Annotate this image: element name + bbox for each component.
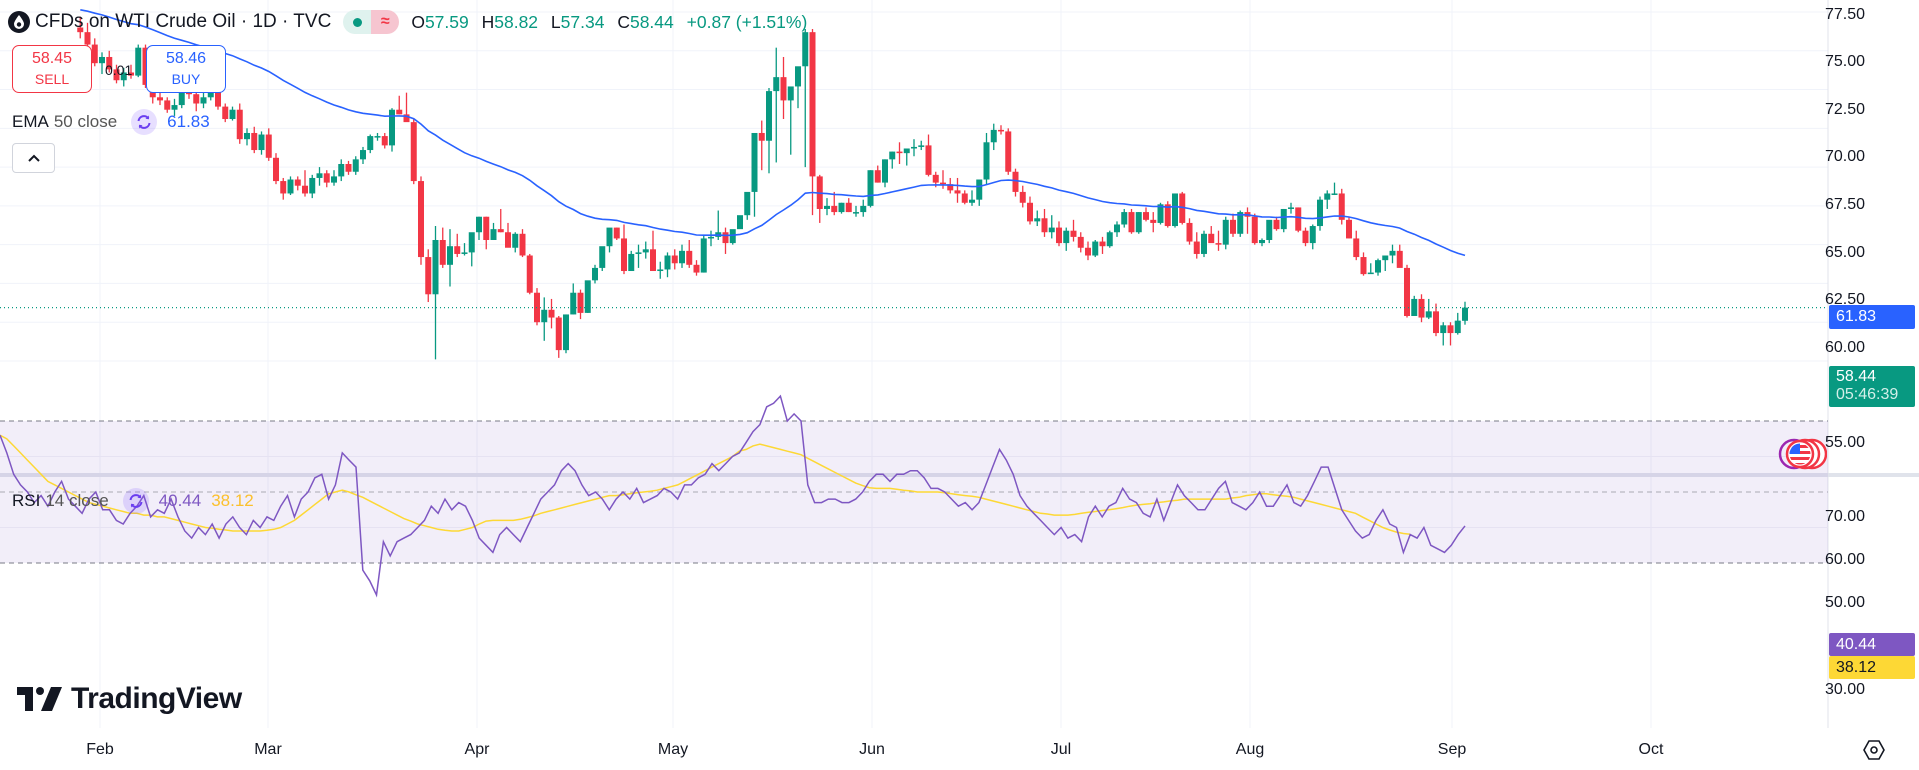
- price-axis-label: 77.50: [1825, 6, 1866, 23]
- rsi-axis-label: 60.00: [1825, 551, 1866, 568]
- low-value: 57.34: [560, 11, 605, 32]
- rsi-name: RSI: [12, 491, 41, 510]
- buy-price: 58.46: [165, 50, 207, 67]
- rsi-legend[interactable]: RSI 14 close 40.44 38.12: [12, 488, 254, 514]
- collapse-legend-button[interactable]: [12, 143, 55, 173]
- chevron-up-icon: [27, 154, 40, 162]
- ema-price-tag: 61.83: [1829, 305, 1915, 329]
- rsi-axis-label: 70.00: [1825, 508, 1866, 525]
- ema-tag-value: 61.83: [1836, 308, 1877, 325]
- close-value: 58.44: [629, 11, 674, 32]
- x-axis-label: Mar: [254, 741, 282, 758]
- price-axis-label: 75.00: [1825, 53, 1866, 70]
- rsi-axis-label: 50.00: [1825, 594, 1866, 611]
- x-axis-label: Jun: [859, 741, 885, 758]
- high-value: 58.82: [494, 11, 539, 32]
- high-key: H: [481, 11, 495, 32]
- x-axis-label: May: [657, 741, 689, 758]
- grid: [0, 0, 1828, 728]
- open-key: O: [411, 11, 425, 32]
- x-axis-label: Oct: [1638, 741, 1664, 758]
- x-axis-label: Apr: [464, 741, 490, 758]
- ema-args: 50 close: [53, 112, 118, 131]
- price-axis-label: 62.50: [1825, 291, 1866, 308]
- last-price-tag: 58.44 05:46:39: [1829, 366, 1915, 407]
- x-axis-label: Sep: [1437, 741, 1467, 758]
- ema-line: [80, 9, 1466, 257]
- sell-label: SELL: [34, 71, 70, 87]
- x-axis-label: Feb: [86, 741, 114, 758]
- sell-button[interactable]: 58.45 SELL: [12, 45, 92, 93]
- ohlc-values: O57.59 H58.82 L57.34 C58.44 +0.87 (+1.51…: [411, 12, 815, 33]
- spread-value: 0.01: [105, 62, 133, 78]
- market-status-pill[interactable]: ≈: [343, 10, 400, 34]
- buy-button[interactable]: 58.46 BUY: [146, 45, 226, 93]
- delayed-data-icon: ≈: [371, 10, 400, 34]
- symbol-title: CFDs on WTI Crude Oil · 1D · TVC: [35, 11, 332, 32]
- open-value: 57.59: [424, 11, 469, 32]
- low-key: L: [550, 11, 561, 32]
- sync-icon[interactable]: [122, 488, 149, 514]
- settings-icon: [1863, 740, 1885, 760]
- rsi-ma-tag-value: 38.12: [1836, 659, 1877, 676]
- rsi-line: [0, 394, 1466, 598]
- oil-drop-icon: [8, 11, 30, 33]
- rsi-ma-tag: 38.12: [1829, 656, 1915, 679]
- rsi-value: 40.44: [158, 491, 202, 510]
- tradingview-logo-icon: [17, 687, 62, 711]
- x-axis-label: Jul: [1050, 741, 1072, 758]
- tradingview-logo-text: TradingView: [71, 682, 242, 715]
- buy-label: BUY: [171, 71, 201, 87]
- economic-events-badge[interactable]: [1777, 437, 1828, 476]
- tradingview-logo[interactable]: TradingView: [17, 682, 242, 716]
- change-value: +0.87 (+1.51%): [686, 11, 808, 32]
- x-axis-label: Aug: [1235, 741, 1265, 758]
- rsi-ma-line: [0, 434, 1411, 535]
- ema-name: EMA: [12, 112, 49, 131]
- symbol-legend[interactable]: CFDs on WTI Crude Oil · 1D · TVC ≈ O57.5…: [8, 8, 815, 36]
- ema-legend[interactable]: EMA 50 close 61.83: [12, 109, 210, 135]
- candles: [77, 16, 1468, 360]
- rsi-axis-label: 30.00: [1825, 681, 1866, 698]
- ema-value: 61.83: [167, 112, 210, 131]
- rsi-ma-value: 38.12: [211, 491, 254, 510]
- chart-settings-button[interactable]: [1862, 738, 1886, 762]
- bar-countdown: 05:46:39: [1836, 386, 1899, 403]
- sell-price: 58.45: [31, 50, 73, 67]
- pane-separator[interactable]: [0, 473, 1919, 477]
- rsi-args: 14 close: [45, 491, 109, 510]
- price-axis-label: 55.00: [1825, 434, 1866, 451]
- market-open-icon: [343, 10, 372, 34]
- last-price-value: 58.44: [1836, 368, 1877, 385]
- price-axis-label: 65.00: [1825, 244, 1866, 261]
- price-axis-label: 72.50: [1825, 101, 1866, 118]
- price-axis-label: 60.00: [1825, 339, 1866, 356]
- rsi-tag: 40.44: [1829, 633, 1915, 656]
- price-axis-label: 70.00: [1825, 148, 1866, 165]
- rsi-tag-value: 40.44: [1836, 636, 1877, 653]
- close-key: C: [617, 11, 630, 32]
- price-axis-label: 67.50: [1825, 196, 1866, 213]
- sync-icon[interactable]: [131, 109, 158, 135]
